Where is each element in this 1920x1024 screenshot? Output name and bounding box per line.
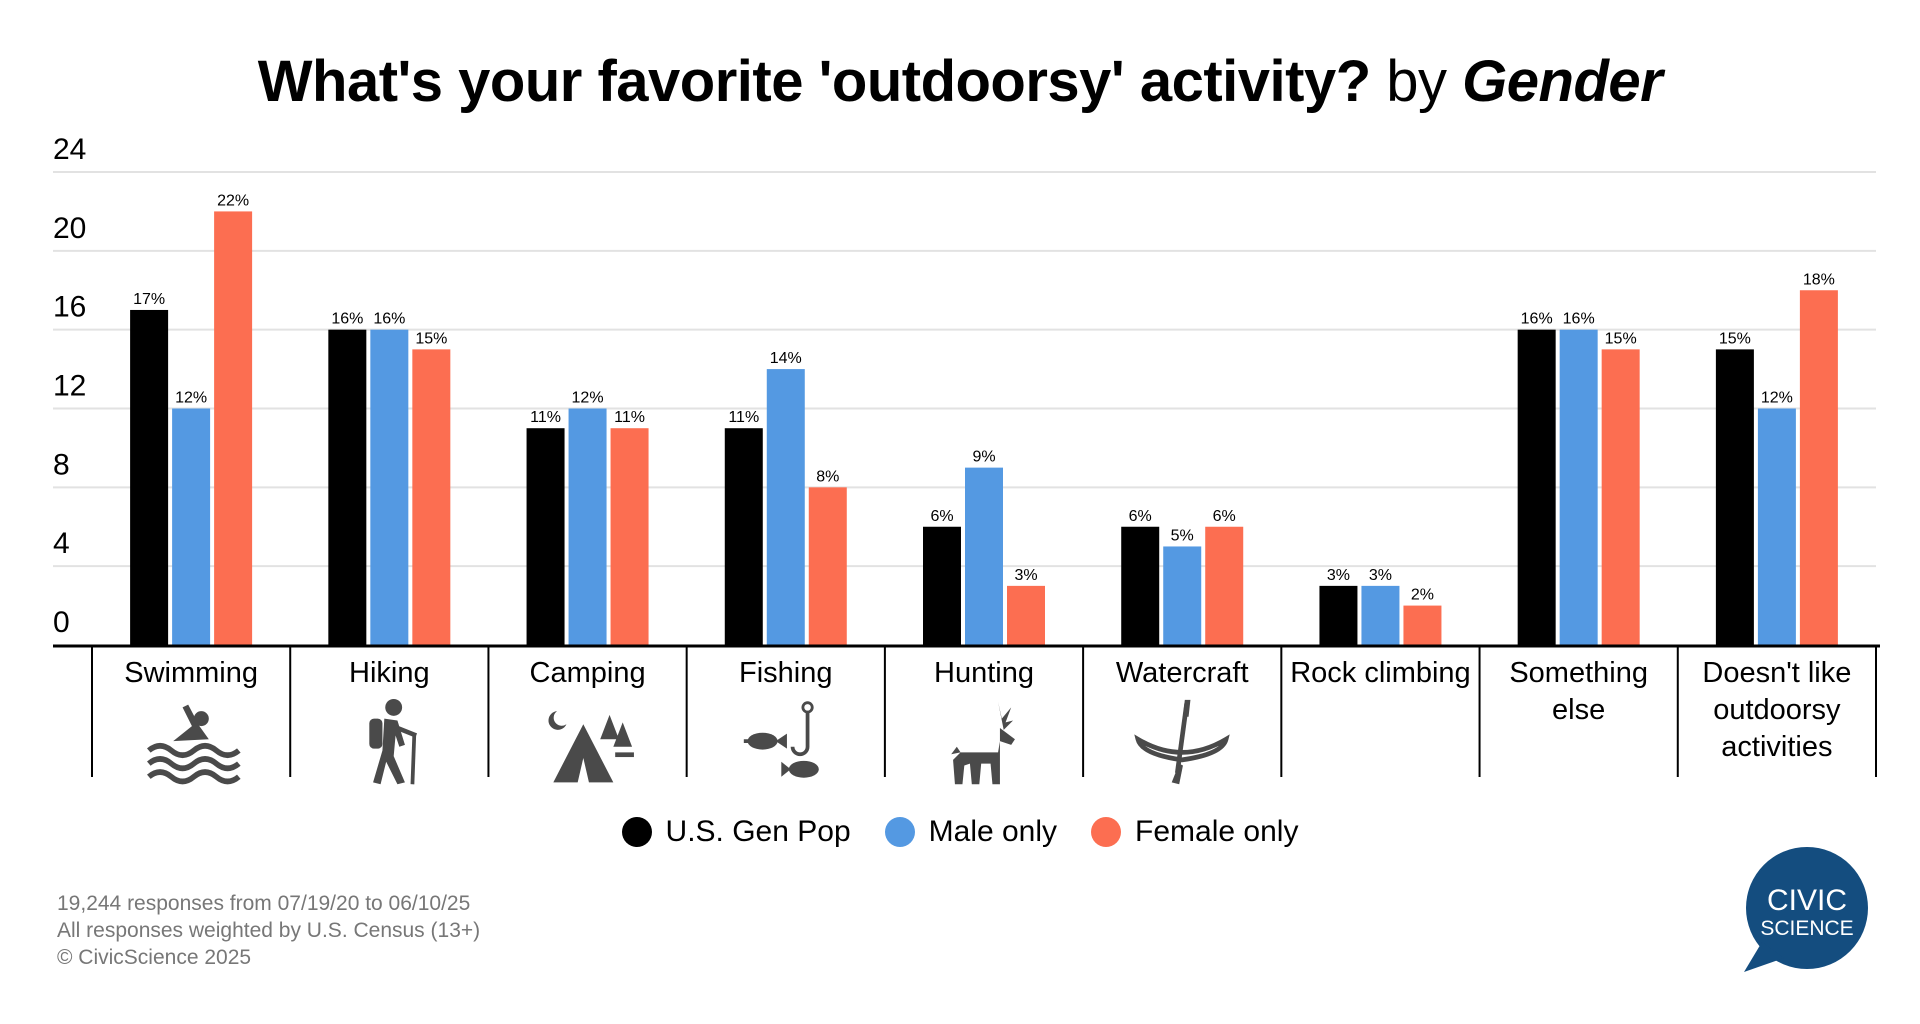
bar-female-only [1601, 349, 1640, 645]
x-tick-label: Doesn't like outdoorsy activities [1702, 657, 1852, 763]
data-label: 11% [728, 409, 759, 426]
data-label: 17% [133, 291, 165, 308]
y-tick-label: 24 [53, 133, 86, 166]
y-tick-label: 0 [53, 606, 70, 639]
hiker-icon [369, 698, 418, 785]
legend-label: U.S. Gen Pop [665, 815, 851, 848]
legend-swatch [884, 817, 915, 847]
data-label: 6% [1213, 508, 1236, 525]
bar-chart: 0 4 8 12 16 20 24 17% 12% 22% 16% 16% 15% 11% 12% 11% 11… [53, 133, 1880, 777]
title-group: Gender [1462, 49, 1663, 114]
fishing-icon [743, 701, 819, 778]
data-label: 22% [217, 192, 249, 209]
legend-item: U.S. Gen Pop [621, 815, 851, 849]
bar-u-s-gen-pop [328, 329, 367, 645]
bar-male-only [1559, 329, 1598, 645]
bar-u-s-gen-pop [1517, 329, 1556, 645]
x-tick-label: Rock climbing [1290, 657, 1471, 689]
bar-u-s-gen-pop [526, 428, 565, 645]
bar-female-only [1007, 585, 1045, 645]
legend-label: Male only [928, 815, 1058, 848]
bar-male-only [568, 408, 607, 645]
x-tick-label: Watercraft [1115, 657, 1249, 689]
bar-male-only [1757, 408, 1796, 645]
data-label: 11% [614, 409, 645, 426]
bar-female-only [610, 428, 649, 645]
x-tick-label: Something else [1509, 657, 1648, 726]
data-label: 12% [1761, 390, 1793, 407]
data-label: 18% [1803, 271, 1835, 288]
data-label: 3% [1369, 567, 1392, 584]
deer-icon [951, 701, 1015, 785]
data-label: 12% [175, 390, 207, 407]
y-tick-label: 8 [53, 448, 70, 481]
bar-u-s-gen-pop [724, 428, 763, 645]
legend-swatch [1091, 817, 1122, 847]
camping-tent-icon [548, 711, 634, 783]
bar-female-only [808, 487, 847, 645]
data-label: 12% [572, 390, 604, 407]
bar-male-only [766, 369, 805, 645]
x-tick-label: Fishing [739, 657, 833, 689]
data-label: 3% [1014, 567, 1037, 584]
bar-u-s-gen-pop [1121, 526, 1160, 645]
bar-female-only [1403, 605, 1442, 645]
footer-responses: 19,244 responses from 07/19/20 to 06/10/… [57, 892, 471, 915]
bar-female-only [1799, 290, 1838, 645]
data-label: 15% [415, 330, 447, 347]
bar-female-only [1205, 526, 1244, 645]
x-tick-label: Swimming [124, 657, 258, 689]
y-tick-label: 4 [53, 527, 70, 560]
legend-swatch [621, 817, 652, 847]
data-label: 8% [816, 468, 839, 485]
bar-male-only [1361, 585, 1400, 645]
data-label: 6% [930, 508, 953, 525]
legend-label: Female only [1135, 815, 1299, 848]
title-main: What's your favorite 'outdoorsy' activit… [257, 49, 1371, 114]
data-label: 14% [770, 350, 802, 367]
data-label: 15% [1719, 330, 1751, 347]
legend-item: Male only [884, 815, 1058, 849]
bar-u-s-gen-pop [130, 309, 169, 645]
data-label: 5% [1171, 527, 1194, 544]
data-label: 15% [1605, 330, 1637, 347]
x-tick-label: Hunting [934, 657, 1034, 689]
bar-u-s-gen-pop [1715, 349, 1754, 645]
title-by: by [1386, 49, 1447, 114]
data-label: 2% [1411, 587, 1434, 604]
data-label: 16% [1521, 311, 1553, 328]
logo-civic: CIVIC [1767, 884, 1847, 917]
logo-science: SCIENCE [1760, 917, 1853, 940]
bar-male-only [172, 408, 211, 645]
chart-title: What's your favorite 'outdoorsy' activit… [0, 48, 1920, 115]
bar-female-only [412, 349, 451, 645]
bar-male-only [965, 467, 1003, 645]
canoe-icon [1134, 699, 1230, 785]
civicscience-logo: CIVIC SCIENCE [1744, 847, 1868, 972]
bar-male-only [370, 329, 409, 645]
x-tick-label: Hiking [349, 657, 430, 689]
data-label: 16% [331, 311, 363, 328]
y-tick-label: 20 [53, 212, 86, 245]
data-label: 16% [373, 311, 405, 328]
bar-u-s-gen-pop [923, 526, 961, 645]
bar-male-only [1163, 546, 1202, 645]
data-label: 11% [530, 409, 561, 426]
swimmer-icon [147, 704, 241, 785]
y-tick-label: 16 [53, 291, 86, 324]
legend-item: Female only [1091, 815, 1298, 849]
bar-u-s-gen-pop [1319, 585, 1358, 645]
bar-female-only [214, 211, 253, 645]
data-label: 3% [1327, 567, 1350, 584]
data-label: 6% [1129, 508, 1152, 525]
y-tick-label: 12 [53, 370, 86, 403]
footer-notes: 19,244 responses from 07/19/20 to 06/10/… [57, 890, 480, 971]
x-tick-label: Camping [529, 657, 646, 689]
data-label: 9% [972, 449, 995, 466]
footer-weighting: All responses weighted by U.S. Census (1… [57, 919, 481, 942]
data-label: 16% [1563, 311, 1595, 328]
footer-copyright: © CivicScience 2025 [57, 946, 252, 969]
legend: U.S. Gen Pop Male only Female only [0, 815, 1920, 849]
